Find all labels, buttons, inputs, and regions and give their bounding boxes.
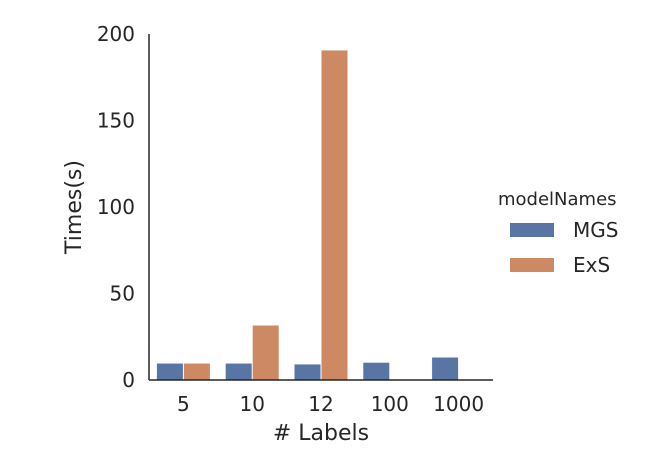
legend: modelNames MGS ExS	[498, 189, 618, 277]
x-axis-ticks: 5 10 12 100 1000	[177, 392, 484, 416]
legend-label-mgs: MGS	[573, 218, 618, 242]
legend-items: MGS ExS	[510, 218, 618, 277]
bars-layer	[156, 50, 459, 381]
x-axis-title: # Labels	[273, 421, 369, 446]
y-axis-title: Times(s)	[62, 160, 87, 255]
x-tick-label: 10	[239, 392, 264, 416]
y-tick-label: 50	[110, 282, 135, 306]
x-tick-label: 5	[177, 392, 190, 416]
x-tick-label: 100	[371, 392, 409, 416]
y-tick-label: 0	[122, 368, 135, 392]
legend-swatch-mgs	[510, 223, 554, 237]
bar-exs-10	[252, 325, 279, 380]
y-tick-label: 200	[97, 22, 135, 46]
bar-exs-5	[183, 363, 210, 380]
bar-exs-12	[321, 50, 348, 381]
y-tick-label: 150	[97, 109, 135, 133]
bar-mgs-100	[363, 362, 390, 380]
legend-title: modelNames	[498, 189, 617, 210]
y-tick-label: 100	[97, 195, 135, 219]
y-axis-ticks: 0 50 100 150 200	[97, 22, 135, 392]
x-tick-label: 1000	[433, 392, 484, 416]
bar-mgs-1000	[432, 357, 459, 380]
legend-label-exs: ExS	[573, 253, 610, 277]
legend-swatch-exs	[510, 258, 554, 272]
bar-mgs-12	[294, 364, 321, 380]
bar-mgs-5	[156, 363, 183, 380]
bar-mgs-10	[225, 363, 252, 380]
x-tick-label: 12	[308, 392, 333, 416]
